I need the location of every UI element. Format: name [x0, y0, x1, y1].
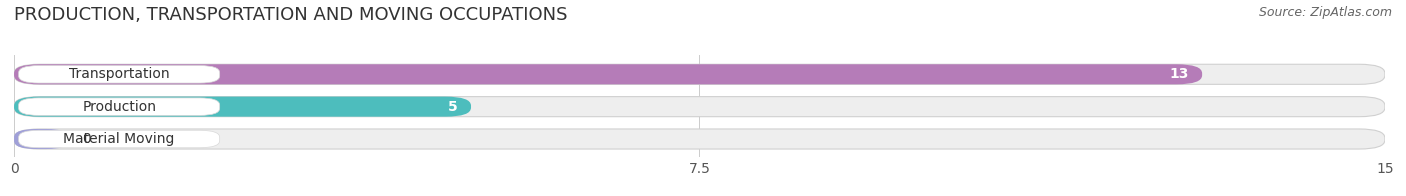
FancyBboxPatch shape — [14, 97, 471, 117]
FancyBboxPatch shape — [14, 97, 1385, 117]
FancyBboxPatch shape — [14, 129, 1385, 149]
FancyBboxPatch shape — [18, 98, 219, 115]
Text: Material Moving: Material Moving — [63, 132, 174, 146]
Text: PRODUCTION, TRANSPORTATION AND MOVING OCCUPATIONS: PRODUCTION, TRANSPORTATION AND MOVING OC… — [14, 6, 568, 24]
FancyBboxPatch shape — [14, 64, 1202, 84]
FancyBboxPatch shape — [14, 129, 69, 149]
Text: Source: ZipAtlas.com: Source: ZipAtlas.com — [1258, 6, 1392, 19]
Text: 5: 5 — [447, 100, 457, 114]
FancyBboxPatch shape — [18, 130, 219, 148]
Text: Transportation: Transportation — [69, 67, 170, 81]
FancyBboxPatch shape — [14, 64, 1385, 84]
FancyBboxPatch shape — [18, 65, 219, 83]
Text: 0: 0 — [83, 132, 91, 146]
Text: Production: Production — [82, 100, 156, 114]
Text: 13: 13 — [1168, 67, 1188, 81]
